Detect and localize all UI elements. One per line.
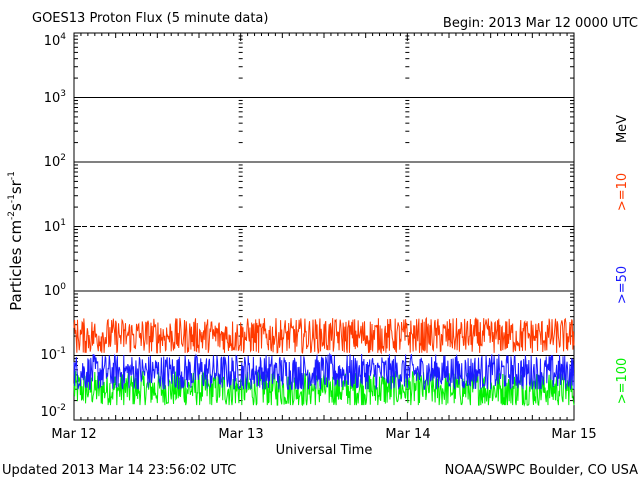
y-tick-label: 102 xyxy=(44,153,66,170)
series-line xyxy=(73,352,575,391)
y-tick-labels: 10-2 10-1 100 101 102 103 104 xyxy=(40,32,66,420)
legend-unit-mev: MeV xyxy=(615,115,630,143)
legend-series-50: >=50 xyxy=(615,266,630,304)
y-tick-label: 100 xyxy=(44,282,67,299)
y-tick-label: 104 xyxy=(44,32,67,49)
chart-title: GOES13 Proton Flux (5 minute data) xyxy=(32,11,268,26)
begin-time: Begin: 2013 Mar 12 0000 UTC xyxy=(443,16,638,31)
y-tick-label: 10-2 xyxy=(40,403,66,420)
updated-timestamp: Updated 2013 Mar 14 23:56:02 UTC xyxy=(2,463,236,478)
legend-series-10: >=10 xyxy=(615,173,630,211)
x-tick-label: Mar 12 xyxy=(51,427,96,442)
credit-label: NOAA/SWPC Boulder, CO USA xyxy=(445,463,638,478)
series-lines xyxy=(73,316,575,407)
y-tick-label: 101 xyxy=(44,218,66,235)
x-tick-label: Mar 15 xyxy=(551,427,596,442)
x-axis-label: Universal Time xyxy=(276,443,373,458)
x-tick-label: Mar 13 xyxy=(218,427,263,442)
y-axis-label: Particles cm-2s-1sr-1 xyxy=(7,171,25,311)
x-tick-label: Mar 14 xyxy=(385,427,430,442)
reference-lines xyxy=(74,97,574,356)
legend-series-100: >=100 xyxy=(615,358,630,405)
series-line xyxy=(73,316,575,355)
y-tick-label: 10-1 xyxy=(40,346,66,363)
y-tick-label: 103 xyxy=(44,89,66,106)
